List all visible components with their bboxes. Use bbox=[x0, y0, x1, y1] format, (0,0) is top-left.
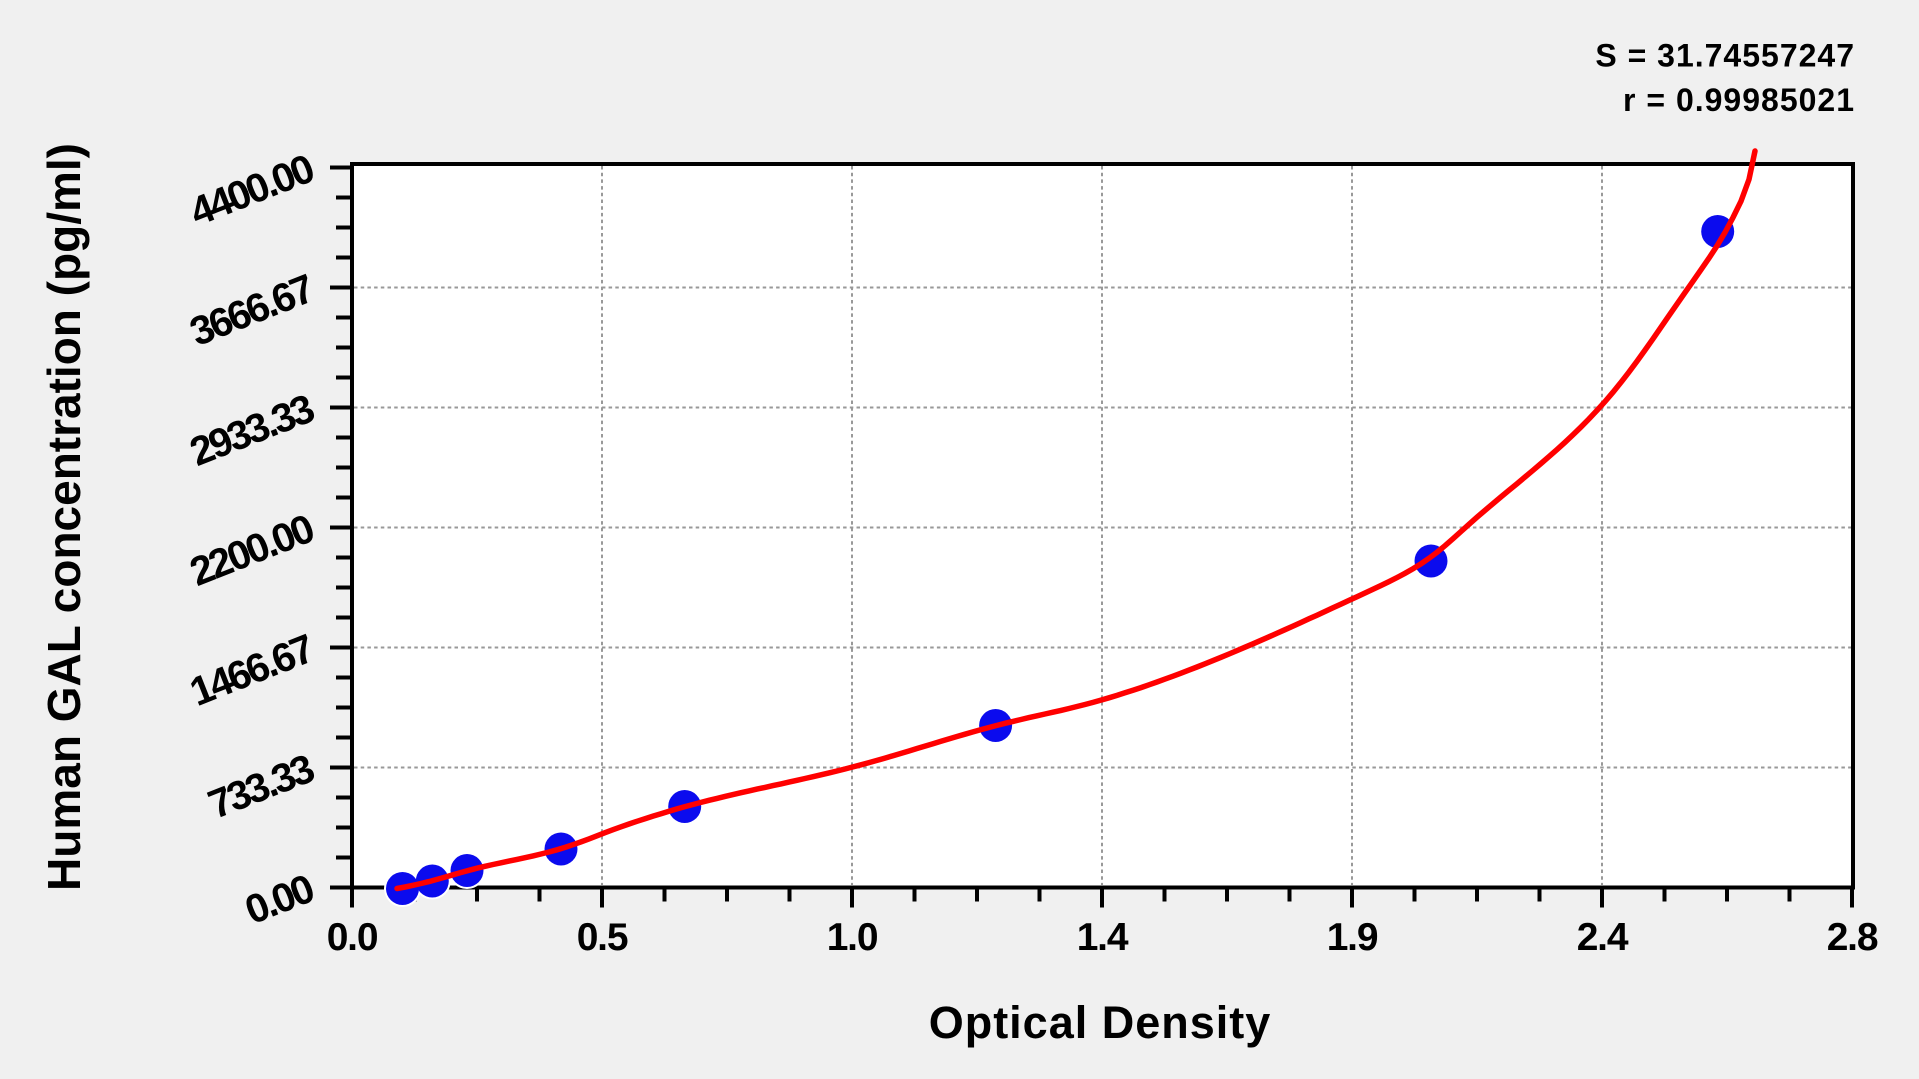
svg-text:1.4: 1.4 bbox=[1077, 916, 1129, 959]
svg-text:2.8: 2.8 bbox=[1827, 916, 1878, 959]
svg-text:0.0: 0.0 bbox=[327, 916, 378, 959]
svg-text:1.9: 1.9 bbox=[1327, 916, 1378, 959]
svg-text:2.4: 2.4 bbox=[1577, 916, 1629, 959]
svg-text:r = 0.99985021: r = 0.99985021 bbox=[1623, 82, 1855, 118]
svg-text:Human GAL concentration (pg/ml: Human GAL concentration (pg/ml) bbox=[38, 143, 90, 891]
svg-text:S = 31.74557247: S = 31.74557247 bbox=[1595, 38, 1855, 74]
svg-text:1.0: 1.0 bbox=[827, 916, 878, 959]
svg-text:0.5: 0.5 bbox=[577, 916, 628, 959]
svg-text:Optical Density: Optical Density bbox=[929, 997, 1272, 1048]
